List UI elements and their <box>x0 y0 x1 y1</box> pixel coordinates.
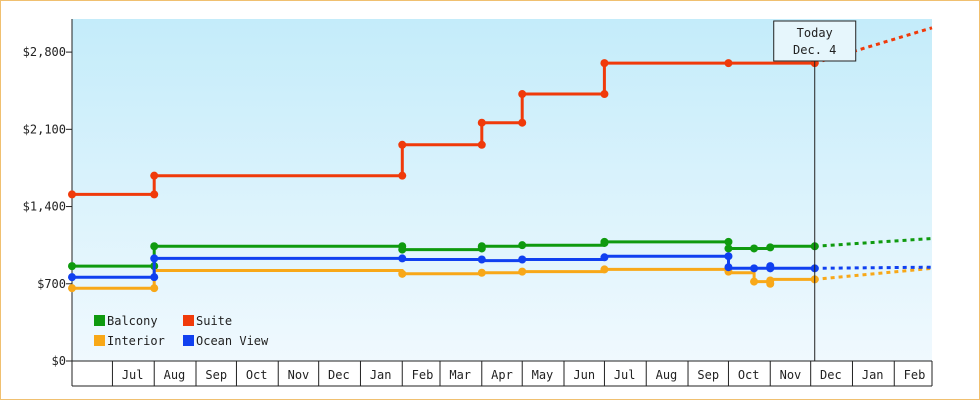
series-line-ocean-view <box>72 254 815 279</box>
data-point-suite <box>150 190 159 199</box>
series-projection-balcony <box>814 237 933 248</box>
legend: Balcony Suite Interior Ocean View <box>94 314 269 348</box>
data-point-balcony <box>398 245 407 254</box>
data-point-suite <box>477 140 486 149</box>
data-point-suite <box>518 118 527 127</box>
legend-label-interior: Interior <box>107 334 165 348</box>
data-point-balcony <box>724 237 733 246</box>
x-tick-label: Mar <box>449 368 471 382</box>
x-tick-label: Dec <box>328 368 350 382</box>
x-tick-label: Jul <box>614 368 636 382</box>
x-tick-label: Jan <box>370 368 392 382</box>
legend-label-suite: Suite <box>196 314 232 328</box>
plot-background <box>72 19 932 361</box>
data-point-interior <box>750 277 759 286</box>
data-point-balcony <box>750 244 759 253</box>
data-point-ocean-view <box>477 255 486 264</box>
y-tick-label: $2,100 <box>23 122 66 136</box>
x-tick-label: Sep <box>697 368 719 382</box>
data-point-balcony <box>518 241 527 250</box>
x-tick-label: Nov <box>288 368 310 382</box>
legend-swatch-ocean-view <box>183 335 194 346</box>
series-projection-ocean-view <box>814 265 933 270</box>
x-tick-label: Jun <box>573 368 595 382</box>
legend-swatch-balcony <box>94 315 105 326</box>
x-tick-label: Jan <box>862 368 884 382</box>
x-tick-label: Sep <box>205 368 227 382</box>
data-point-ocean-view <box>766 262 775 271</box>
data-point-ocean-view <box>518 255 527 264</box>
legend-swatch-suite <box>183 315 194 326</box>
data-point-interior <box>600 265 609 274</box>
data-point-balcony <box>766 243 775 252</box>
x-tick-label: Aug <box>656 368 678 382</box>
data-point-balcony <box>150 242 159 251</box>
data-point-balcony <box>68 262 76 271</box>
legend-swatch-interior <box>94 335 105 346</box>
data-point-suite <box>600 90 609 99</box>
y-tick-label: $0 <box>52 354 66 368</box>
x-tick-label: Apr <box>491 368 513 382</box>
data-point-ocean-view <box>398 254 407 263</box>
today-label-line1: Today <box>797 26 833 40</box>
legend-label-ocean-view: Ocean View <box>196 334 269 348</box>
x-tick-label: Oct <box>738 368 760 382</box>
data-point-suite <box>600 59 609 68</box>
x-tick-label: Dec <box>820 368 842 382</box>
legend-label-balcony: Balcony <box>107 314 158 328</box>
data-point-interior <box>68 284 76 293</box>
data-point-interior <box>518 267 527 276</box>
data-point-interior <box>477 268 486 277</box>
data-point-suite <box>518 90 527 99</box>
axes: $0 $700 $1,400 $2,100 $2,800 Jul Aug Sep Oct Nov D… <box>23 19 933 387</box>
data-point-suite <box>398 171 407 180</box>
data-point-ocean-view <box>600 253 609 262</box>
data-point-ocean-view <box>750 264 759 273</box>
data-point-suite <box>150 171 159 180</box>
x-tick-label: Feb <box>412 368 434 382</box>
data-point-ocean-view <box>68 273 76 282</box>
data-point-interior <box>150 284 159 293</box>
x-tick-label: May <box>532 368 554 382</box>
y-tick-label: $2,800 <box>23 45 66 59</box>
series-projection-interior <box>814 266 933 281</box>
data-point-interior <box>398 269 407 278</box>
data-point-balcony <box>724 244 733 253</box>
data-point-suite <box>398 140 407 149</box>
x-tick-label: Feb <box>904 368 926 382</box>
data-point-ocean-view <box>150 273 159 282</box>
x-tick-label: Aug <box>164 368 186 382</box>
x-tick-label: Jul <box>122 368 144 382</box>
x-tick-label: Oct <box>246 368 268 382</box>
data-point-balcony <box>477 242 486 251</box>
data-point-suite <box>724 59 733 68</box>
y-tick-label: $1,400 <box>23 200 66 214</box>
y-tick-label: $700 <box>37 277 66 291</box>
data-point-ocean-view <box>724 263 733 272</box>
data-point-suite <box>68 190 76 199</box>
data-point-balcony <box>600 237 609 246</box>
data-point-ocean-view <box>724 252 733 261</box>
data-point-ocean-view <box>150 254 159 263</box>
data-point-suite <box>477 118 486 127</box>
today-label-box <box>773 20 857 62</box>
data-point-interior <box>766 279 775 288</box>
today-marker: Today Dec. 4 <box>773 20 857 361</box>
today-label-line2: Dec. 4 <box>793 43 836 57</box>
x-tick-label: Nov <box>780 368 802 382</box>
